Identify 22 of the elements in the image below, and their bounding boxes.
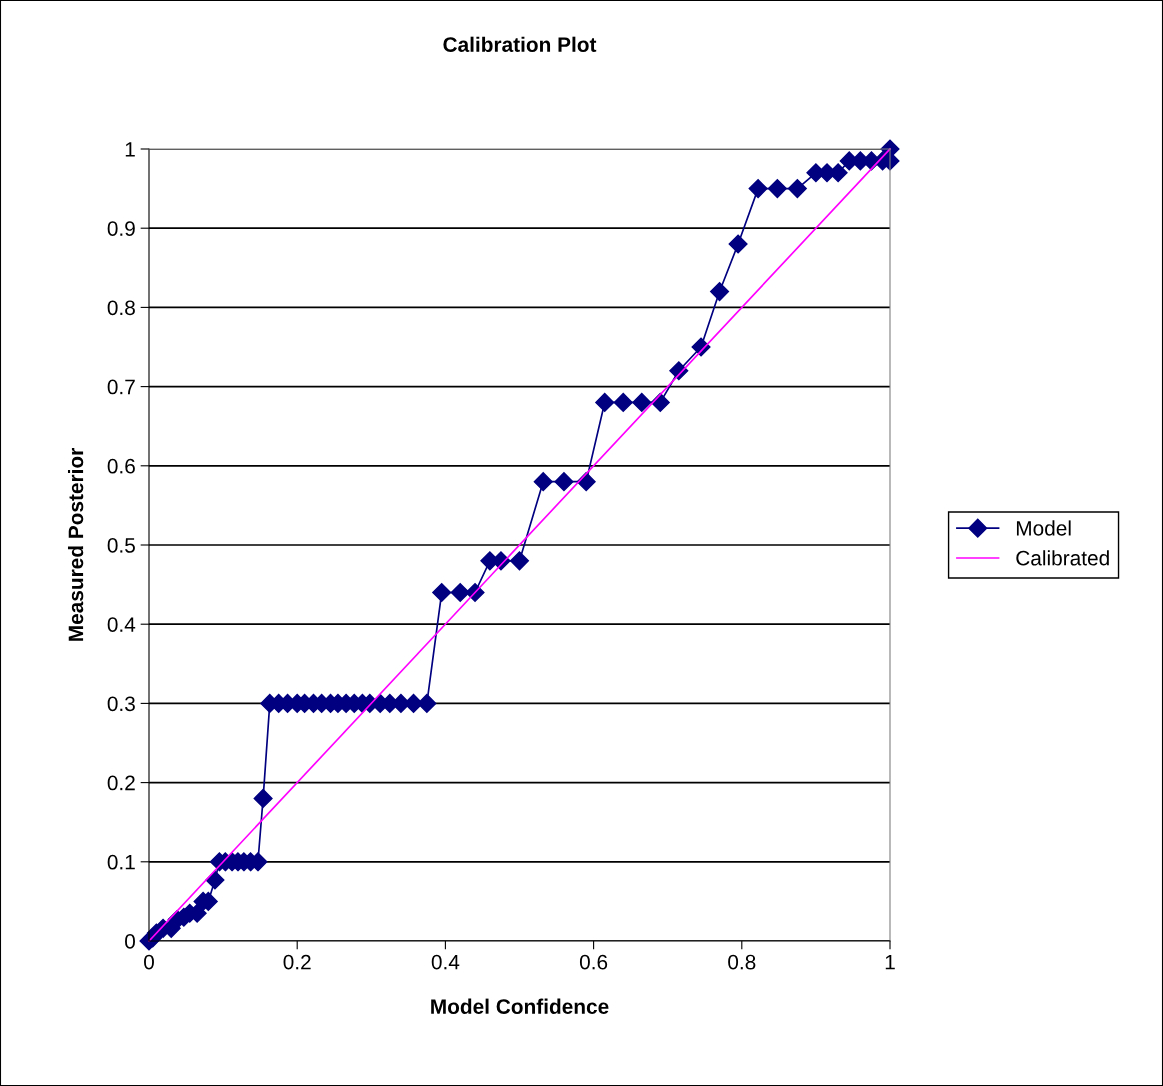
x-tick-label: 0 — [144, 954, 154, 970]
y-tick-label: 0.9 — [107, 221, 135, 236]
y-axis-title: Measured Posterior — [67, 448, 84, 641]
legend-label: Calibrated — [1016, 550, 1109, 566]
y-tick-label: 0.5 — [107, 538, 135, 553]
x-axis-title: Model Confidence — [431, 998, 609, 1014]
y-tick-label: 0 — [125, 934, 135, 949]
y-tick-label: 0.7 — [107, 379, 135, 395]
chart-title: Calibration Plot — [443, 36, 597, 52]
y-tick-label: 1 — [125, 142, 135, 157]
x-tick-label: 0.6 — [579, 954, 608, 970]
x-tick-label: 0.4 — [431, 954, 460, 970]
y-tick-label: 0.2 — [107, 775, 135, 791]
x-tick-label: 1 — [885, 954, 895, 970]
y-tick-label: 0.3 — [107, 696, 135, 712]
y-tick-label: 0.4 — [107, 617, 136, 632]
y-tick-label: 0.8 — [107, 300, 135, 316]
x-tick-label: 0.8 — [728, 954, 756, 970]
y-tick-label: 0.6 — [107, 458, 135, 474]
y-tick-label: 0.1 — [107, 854, 135, 870]
x-tick-label: 0.2 — [283, 954, 311, 970]
legend-label: Model — [1016, 520, 1071, 536]
